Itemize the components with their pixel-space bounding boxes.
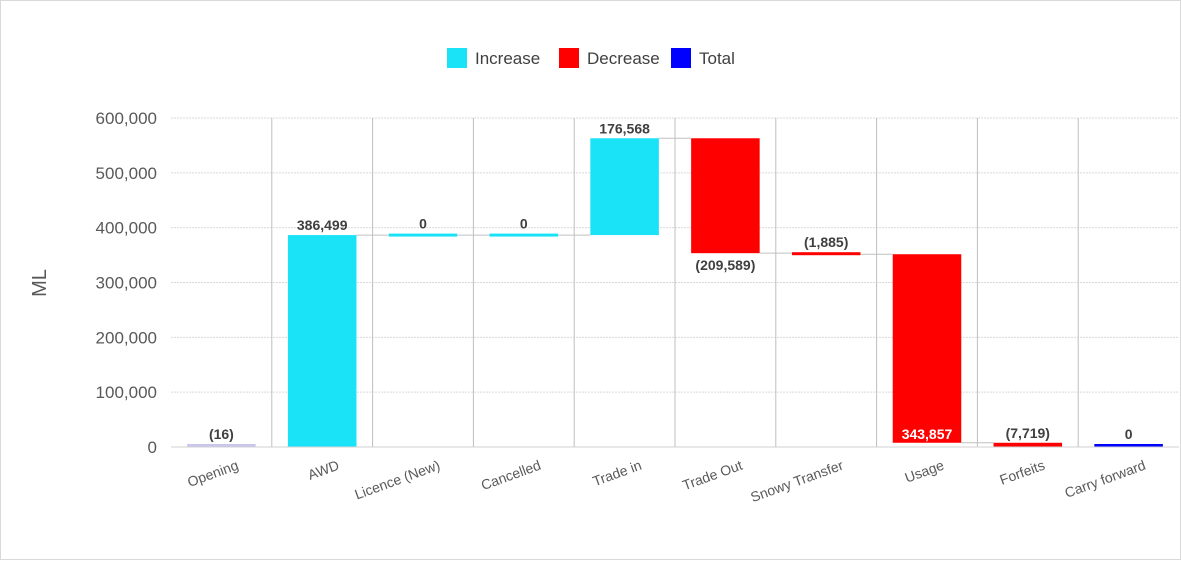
bar-cancelled xyxy=(489,233,559,237)
data-label: 176,568 xyxy=(599,120,650,136)
x-tick-label: Trade in xyxy=(590,457,643,489)
y-axis-title: ML xyxy=(29,269,51,297)
bar-trade-out xyxy=(691,138,760,254)
data-label: 0 xyxy=(1125,426,1133,442)
data-label: (7,719) xyxy=(1006,425,1050,441)
x-tick-label: Usage xyxy=(903,457,947,486)
bar-snowy-transfer xyxy=(791,252,861,256)
bar-trade-in xyxy=(590,138,659,236)
y-tick-label: 200,000 xyxy=(96,328,157,347)
legend-label: Total xyxy=(699,49,735,68)
x-tick-label: Trade Out xyxy=(680,457,744,493)
bar-usage xyxy=(892,254,962,443)
x-tick-label: Snowy Transfer xyxy=(748,457,845,505)
y-tick-label: 600,000 xyxy=(96,109,157,128)
x-tick-label: AWD xyxy=(306,457,342,483)
y-tick-label: 0 xyxy=(148,438,157,457)
bar-forfeits xyxy=(993,442,1063,447)
x-tick-label: Carry forward xyxy=(1062,457,1147,501)
bars xyxy=(187,138,1163,447)
bar-awd xyxy=(287,235,357,447)
x-tick-label: Licence (New) xyxy=(352,457,442,503)
y-tick-label: 100,000 xyxy=(96,383,157,402)
data-label: 0 xyxy=(419,216,427,232)
legend-label: Decrease xyxy=(587,49,660,68)
data-label: 0 xyxy=(520,216,528,232)
legend-label: Increase xyxy=(475,49,540,68)
data-label: 386,499 xyxy=(297,217,348,233)
legend-swatch xyxy=(671,48,691,68)
legend-swatch xyxy=(447,48,467,68)
bar-licence-new- xyxy=(388,233,458,237)
data-labels: (16) 386,499 0 0 176,568 (209,589) (1,885) 343,… xyxy=(209,120,1133,442)
y-tick-label: 400,000 xyxy=(96,219,157,238)
x-tick-label: Opening xyxy=(185,457,240,490)
legend-swatch xyxy=(559,48,579,68)
bar-opening xyxy=(187,444,256,447)
x-tick-label: Cancelled xyxy=(479,457,543,493)
y-tick-label: 500,000 xyxy=(96,164,157,183)
legend: Increase Decrease Total xyxy=(447,48,735,68)
data-label: 343,857 xyxy=(902,426,953,442)
x-tick-label: Forfeits xyxy=(997,457,1046,488)
data-label: (1,885) xyxy=(804,234,848,250)
bar-carry-forward xyxy=(1094,444,1163,447)
data-label: (209,589) xyxy=(695,257,755,273)
data-label: (16) xyxy=(209,426,234,442)
y-tick-label: 300,000 xyxy=(96,274,157,293)
